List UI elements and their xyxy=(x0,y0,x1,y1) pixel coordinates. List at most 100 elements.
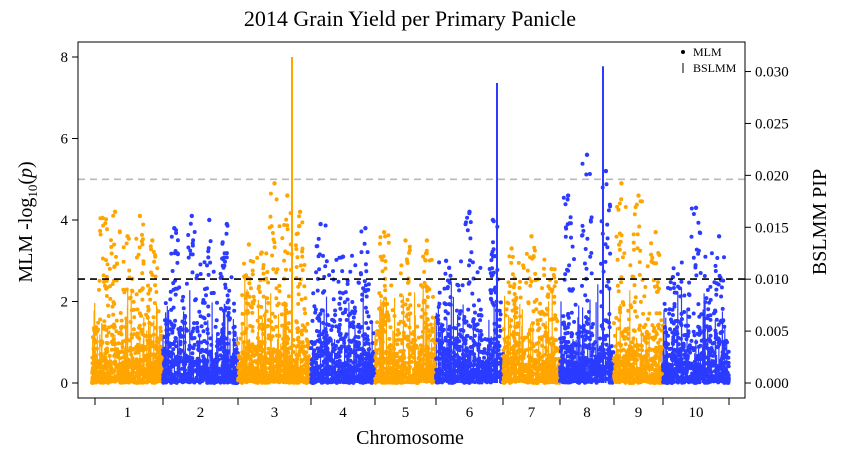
mlm-point xyxy=(376,369,381,374)
mlm-point xyxy=(362,241,367,246)
mlm-point xyxy=(152,259,157,264)
mlm-point xyxy=(406,317,411,322)
mlm-point xyxy=(294,247,299,251)
mlm-point xyxy=(436,305,441,309)
mlm-point xyxy=(109,347,114,352)
mlm-point xyxy=(167,365,171,370)
mlm-point xyxy=(492,336,497,341)
mlm-point xyxy=(357,363,362,368)
mlm-point xyxy=(214,379,219,384)
mlm-point xyxy=(243,329,248,334)
mlm-point xyxy=(392,346,396,351)
mlm-point xyxy=(353,358,358,363)
mlm-point xyxy=(382,313,387,318)
mlm-point xyxy=(286,321,291,326)
mlm-point xyxy=(220,354,225,359)
mlm-point xyxy=(478,318,483,323)
mlm-point xyxy=(91,366,96,371)
mlm-point xyxy=(362,342,367,347)
mlm-point xyxy=(386,370,391,375)
mlm-point xyxy=(473,375,478,380)
mlm-point xyxy=(202,287,207,292)
mlm-point xyxy=(171,347,176,352)
mlm-point xyxy=(433,340,438,345)
mlm-point xyxy=(475,328,480,333)
mlm-point xyxy=(531,344,536,349)
mlm-point xyxy=(383,266,388,271)
mlm-point xyxy=(98,375,103,379)
mlm-point xyxy=(295,255,300,260)
mlm-point xyxy=(131,299,136,304)
mlm-point xyxy=(302,284,307,289)
mlm-point xyxy=(402,355,407,360)
mlm-point xyxy=(405,297,410,302)
mlm-point xyxy=(360,292,365,297)
mlm-point xyxy=(363,262,368,267)
mlm-point xyxy=(470,351,475,356)
mlm-point xyxy=(163,354,168,358)
mlm-point xyxy=(442,362,447,367)
mlm-point xyxy=(190,345,195,350)
mlm-point xyxy=(463,338,468,342)
mlm-point xyxy=(443,338,448,343)
mlm-point xyxy=(340,375,345,380)
mlm-point xyxy=(476,379,481,383)
mlm-point xyxy=(437,362,442,366)
mlm-point xyxy=(302,344,307,349)
mlm-point xyxy=(330,371,335,376)
mlm-point xyxy=(170,351,175,356)
mlm-point xyxy=(93,340,98,345)
mlm-point xyxy=(250,360,255,364)
mlm-point xyxy=(190,329,195,334)
mlm-point xyxy=(125,348,130,353)
mlm-point xyxy=(401,320,406,325)
mlm-point xyxy=(245,379,250,384)
chart-title: 2014 Grain Yield per Primary Panicle xyxy=(244,6,576,31)
mlm-point xyxy=(318,311,323,316)
mlm-point xyxy=(400,310,405,315)
mlm-point xyxy=(456,322,461,327)
mlm-point xyxy=(232,333,237,337)
mlm-point xyxy=(497,352,502,357)
mlm-point xyxy=(262,313,267,318)
mlm-point xyxy=(337,290,342,295)
mlm-point xyxy=(383,322,387,327)
mlm-point xyxy=(131,370,136,375)
mlm-point xyxy=(284,308,289,313)
mlm-point xyxy=(377,357,382,362)
mlm-point xyxy=(463,222,468,227)
mlm-point xyxy=(498,300,503,305)
mlm-point xyxy=(288,354,293,359)
mlm-point xyxy=(412,355,416,360)
mlm-point xyxy=(224,306,229,310)
mlm-point xyxy=(294,369,299,373)
mlm-point xyxy=(112,379,117,384)
mlm-peak-point xyxy=(125,234,130,239)
mlm-point xyxy=(542,273,547,278)
mlm-point xyxy=(124,377,129,382)
mlm-point xyxy=(274,286,279,291)
mlm-point xyxy=(148,338,153,343)
mlm-point xyxy=(489,341,494,345)
mlm-point xyxy=(297,214,302,219)
mlm-point xyxy=(264,251,269,256)
mlm-point xyxy=(316,236,321,241)
mlm-point xyxy=(223,371,228,375)
mlm-point xyxy=(333,313,338,317)
mlm-point xyxy=(390,361,395,366)
mlm-peak-point xyxy=(285,193,290,198)
mlm-point xyxy=(360,298,365,302)
mlm-point xyxy=(201,298,206,302)
mlm-point xyxy=(324,322,329,327)
mlm-point xyxy=(240,331,245,336)
mlm-point xyxy=(275,377,280,381)
mlm-point xyxy=(442,372,447,377)
mlm-point xyxy=(221,349,226,354)
mlm-point xyxy=(448,273,453,278)
mlm-point xyxy=(471,317,476,322)
mlm-point xyxy=(448,302,453,307)
mlm-point xyxy=(276,358,281,363)
mlm-point xyxy=(514,310,519,315)
mlm-point xyxy=(232,358,237,363)
mlm-point xyxy=(134,345,139,349)
